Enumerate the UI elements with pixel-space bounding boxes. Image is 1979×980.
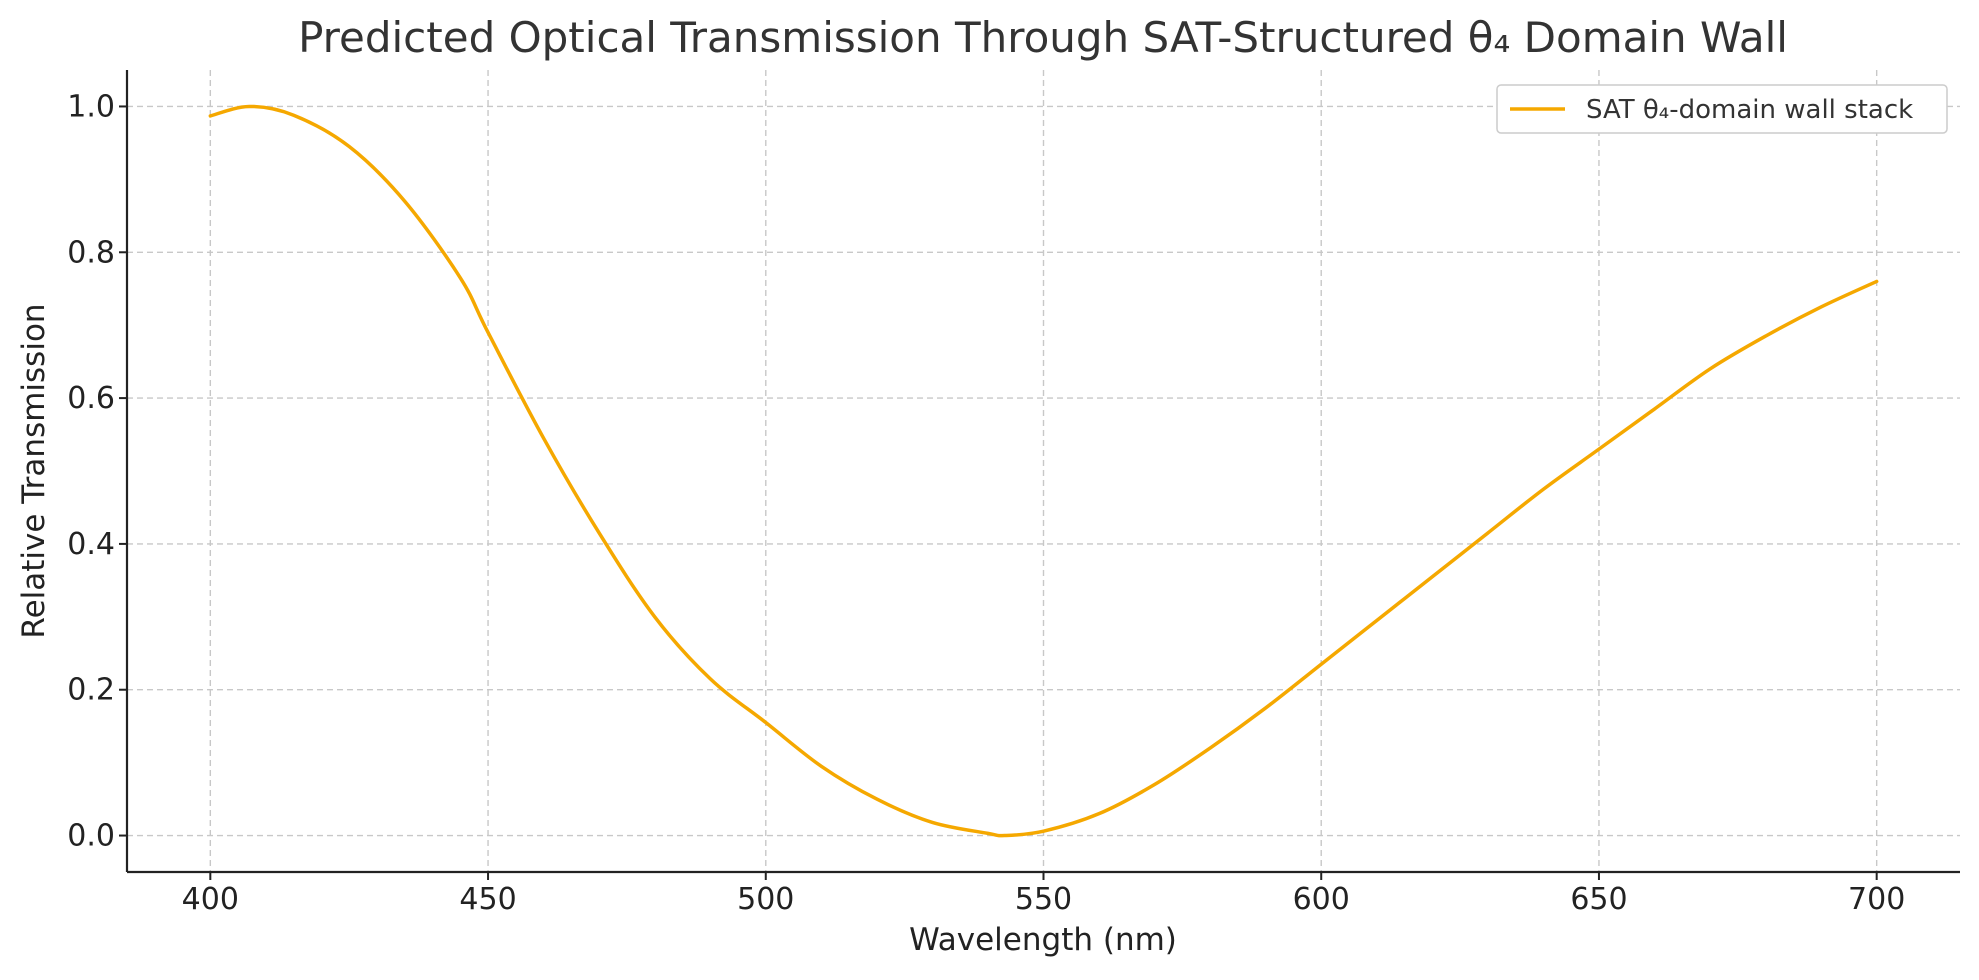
y-tick-label: 0.6 xyxy=(67,381,115,416)
y-axis-label: Relative Transmission xyxy=(16,303,52,638)
y-tick-label: 0.4 xyxy=(67,527,115,562)
y-tick-label: 1.0 xyxy=(67,89,115,124)
series-layer xyxy=(208,104,1879,838)
x-tick-label: 700 xyxy=(1848,882,1905,917)
y-tick-label: 0.2 xyxy=(67,673,115,708)
x-tick-label: 400 xyxy=(182,882,239,917)
series-line xyxy=(208,104,1879,838)
y-tick-label: 0.8 xyxy=(67,235,115,270)
x-tick-label: 500 xyxy=(737,882,794,917)
ticks: 400 450 500 550 600 650 700 0.0 0.2 0.4 0.6 0.8 1.0 xyxy=(67,89,1905,917)
legend-label: SAT θ₄-domain wall stack xyxy=(1586,95,1913,125)
x-tick-label: 550 xyxy=(1015,882,1072,917)
legend: SAT θ₄-domain wall stack xyxy=(1496,84,1948,134)
x-tick-label: 650 xyxy=(1570,882,1627,917)
axes-spines xyxy=(125,70,1960,874)
y-tick-label: 0.0 xyxy=(67,819,115,854)
grid xyxy=(127,70,1960,872)
x-tick-label: 450 xyxy=(459,882,516,917)
legend-box xyxy=(1496,84,1948,134)
x-tick-label: 600 xyxy=(1293,882,1350,917)
chart-title: Predicted Optical Transmission Through S… xyxy=(298,13,1788,62)
x-axis-label: Wavelength (nm) xyxy=(909,922,1177,958)
